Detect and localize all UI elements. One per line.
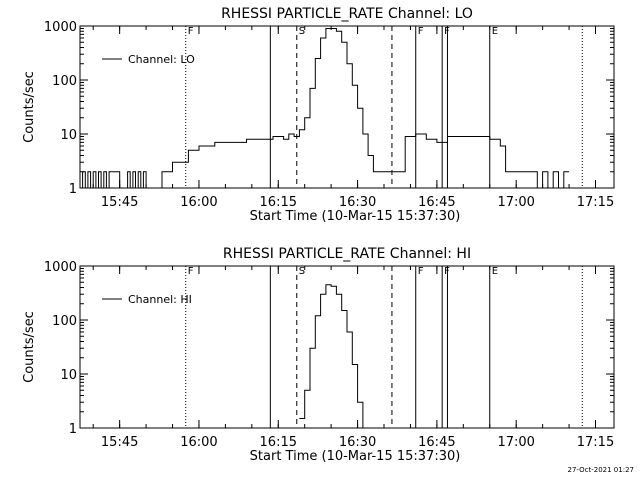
chart-title: RHESSI PARTICLE_RATE Channel: LO — [221, 6, 473, 22]
y-tick-label: 100 — [52, 74, 77, 89]
x-tick-label: 16:15 — [260, 195, 297, 210]
chart-panel-1: RHESSI PARTICLE_RATE Channel: LOFSFFE110… — [22, 6, 615, 224]
series-line — [80, 28, 570, 189]
marker-label: F — [188, 266, 194, 277]
y-tick-label: 1 — [69, 422, 77, 437]
x-tick-label: 16:15 — [260, 435, 297, 450]
marker-label: F — [418, 26, 424, 37]
plot-frame — [79, 265, 615, 429]
y-tick-label: 1000 — [44, 260, 77, 275]
y-tick-label: 100 — [52, 314, 77, 329]
chart-title: RHESSI PARTICLE_RATE Channel: HI — [223, 246, 471, 262]
marker-label: F — [188, 26, 194, 37]
x-axis-label: Start Time (10-Mar-15 15:37:30) — [250, 449, 461, 464]
y-axis-label: Counts/sec — [22, 71, 37, 143]
x-tick-label: 17:00 — [497, 435, 534, 450]
footer-timestamp: 27-Oct-2021 01:27 — [567, 466, 634, 474]
legend-label: Channel: LO — [128, 53, 195, 66]
x-tick-label: 17:00 — [497, 195, 534, 210]
marker-label: E — [492, 26, 498, 37]
x-tick-label: 16:30 — [339, 435, 376, 450]
chart-panel-2: RHESSI PARTICLE_RATE Channel: HIFSFFE110… — [22, 246, 615, 464]
marker-label: S — [299, 266, 305, 277]
legend-label: Channel: HI — [128, 293, 192, 306]
y-tick-label: 10 — [60, 128, 77, 143]
x-tick-label: 16:00 — [180, 435, 217, 450]
x-tick-label: 15:45 — [101, 195, 138, 210]
y-tick-label: 10 — [60, 368, 77, 383]
x-tick-label: 16:00 — [180, 195, 217, 210]
y-tick-label: 1000 — [44, 20, 77, 35]
marker-label: S — [299, 26, 305, 37]
y-tick-label: 1 — [69, 182, 77, 197]
marker-label: F — [418, 266, 424, 277]
marker-label: E — [492, 266, 498, 277]
x-tick-label: 17:15 — [577, 195, 614, 210]
y-axis-label: Counts/sec — [22, 311, 37, 383]
x-tick-label: 16:30 — [339, 195, 376, 210]
series-line — [299, 284, 364, 428]
x-tick-label: 16:45 — [418, 195, 455, 210]
x-tick-label: 16:45 — [418, 435, 455, 450]
plot-frame — [79, 25, 615, 189]
x-axis-label: Start Time (10-Mar-15 15:37:30) — [250, 209, 461, 224]
x-tick-label: 17:15 — [577, 435, 614, 450]
x-tick-label: 15:45 — [101, 435, 138, 450]
